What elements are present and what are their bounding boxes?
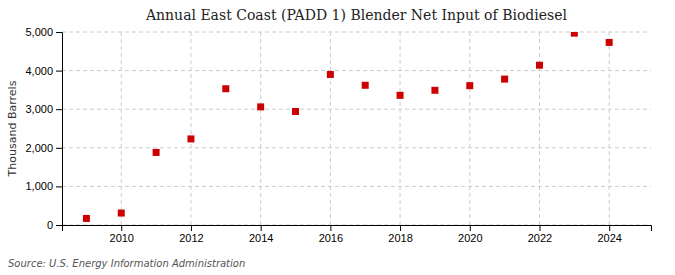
tick: 2,000 xyxy=(25,142,62,154)
tick-label: 2024 xyxy=(597,232,621,244)
point xyxy=(571,32,578,37)
tick-mark xyxy=(470,225,471,231)
tick-label: 2018 xyxy=(388,232,412,244)
points xyxy=(83,32,613,222)
grid-line-y xyxy=(62,147,651,148)
grid-line-x xyxy=(539,32,540,225)
grid-line-y xyxy=(62,32,651,33)
tick-mark xyxy=(261,225,262,231)
point xyxy=(118,210,125,217)
point xyxy=(153,149,160,156)
title: Annual East Coast (PADD 1) Blender Net I… xyxy=(145,7,568,23)
tick-mark xyxy=(330,225,331,231)
grid-line-y xyxy=(62,70,651,71)
grid-line-x xyxy=(469,32,470,225)
tick-label: 2,000 xyxy=(25,142,53,154)
tick-mark xyxy=(56,109,62,110)
tick: 2010 xyxy=(110,225,134,244)
point xyxy=(222,85,229,92)
axis-line xyxy=(63,226,652,232)
tick: 2018 xyxy=(388,225,412,244)
tick-label: 2010 xyxy=(110,232,134,244)
tick-mark xyxy=(56,186,62,187)
tick: 1,000 xyxy=(25,180,62,192)
point xyxy=(292,108,299,115)
point xyxy=(606,39,613,46)
tick: 2012 xyxy=(179,225,203,244)
grid-line-x xyxy=(609,32,610,225)
point xyxy=(83,215,90,222)
grid-line-x xyxy=(190,32,191,225)
tick-label: 2020 xyxy=(458,232,482,244)
tick: 2024 xyxy=(597,225,621,244)
tick: 0 xyxy=(47,219,62,231)
tick-mark xyxy=(191,225,192,231)
grid-line-x xyxy=(400,32,401,225)
tick-mark xyxy=(539,225,540,231)
tick-mark xyxy=(56,225,62,226)
point xyxy=(466,82,473,89)
grid-line-x xyxy=(121,32,122,225)
tick-label: 2016 xyxy=(319,232,343,244)
tick: 5,000 xyxy=(25,26,62,38)
tick-label: 3,000 xyxy=(25,103,53,115)
chart: 2010 2012 2014 2016 2018 2020 2022 2024 0 1,000 2,… xyxy=(0,0,675,275)
grid-line-y xyxy=(62,186,651,187)
point xyxy=(327,71,334,78)
grid-line-y xyxy=(62,109,651,110)
point xyxy=(501,76,508,83)
y-axis: 0 1,000 2,000 3,000 4,000 5,000 xyxy=(25,26,62,231)
tick-label: 4,000 xyxy=(25,65,53,77)
axis-line xyxy=(56,33,63,226)
point xyxy=(431,87,438,94)
point xyxy=(187,135,194,142)
tick-label: 0 xyxy=(47,219,53,231)
tick-label: 2014 xyxy=(249,232,273,244)
tick-mark xyxy=(56,148,62,149)
tick: 3,000 xyxy=(25,103,62,115)
tick-label: 2022 xyxy=(528,232,552,244)
tick-mark xyxy=(56,71,62,72)
point xyxy=(362,82,369,89)
tick: 2014 xyxy=(249,225,273,244)
grid-line-x xyxy=(330,32,331,225)
tick: 2022 xyxy=(528,225,552,244)
grid-line-x xyxy=(260,32,261,225)
source: Source: U.S. Energy Information Administ… xyxy=(8,258,245,269)
point xyxy=(536,62,543,69)
y-axis-title: Thousand Barrels xyxy=(6,80,19,177)
tick: 2016 xyxy=(319,225,343,244)
point xyxy=(397,92,404,99)
tick-label: 5,000 xyxy=(25,26,53,38)
tick: 4,000 xyxy=(25,65,62,77)
tick-label: 2012 xyxy=(179,232,203,244)
plot-area: 2010 2012 2014 2016 2018 2020 2022 2024 0 1,000 2,… xyxy=(25,26,651,244)
tick-mark xyxy=(121,225,122,231)
tick-mark xyxy=(400,225,401,231)
tick-mark xyxy=(56,32,62,33)
grid xyxy=(62,32,651,225)
x-axis: 2010 2012 2014 2016 2018 2020 2022 2024 xyxy=(63,225,652,244)
tick: 2020 xyxy=(458,225,482,244)
point xyxy=(257,103,264,110)
tick-mark xyxy=(609,225,610,231)
tick-label: 1,000 xyxy=(25,180,53,192)
